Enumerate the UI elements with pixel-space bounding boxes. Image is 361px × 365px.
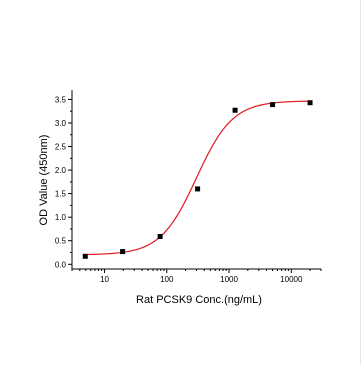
x-tick-label: 1000 [220,275,238,284]
y-tick-label: 0.0 [55,260,67,269]
y-tick-label: 3.0 [55,119,67,128]
x-axis-title: Rat PCSK9 Conc.(ng/mL) [136,294,262,306]
x-tick-label: 10000 [280,275,303,284]
y-tick-label: 1.0 [55,213,67,222]
data-point [195,186,201,192]
y-axis-title: OD Value (450nm) [38,135,50,226]
data-point [82,253,88,259]
y-tick-label: 1.5 [55,190,67,199]
x-tick-label: 100 [160,275,174,284]
data-point [157,233,163,239]
y-tick-label: 2.5 [55,143,67,152]
data-point [120,249,126,255]
y-tick-label: 3.5 [55,95,67,104]
data-point [270,102,276,108]
y-tick-label: 2.0 [55,166,67,175]
x-tick-label: 10 [100,275,109,284]
fit-curve [85,100,311,256]
data-point [307,100,313,106]
data-point [232,107,238,113]
y-tick-label: 0.5 [55,237,67,246]
